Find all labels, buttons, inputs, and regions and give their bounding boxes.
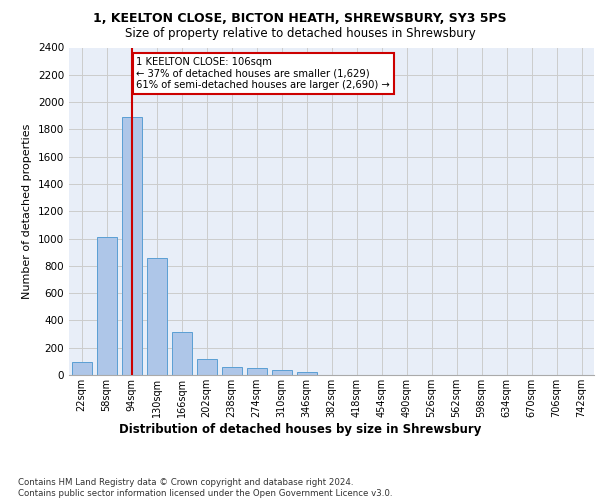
Bar [296, 372, 317, 375]
Bar [97, 237, 116, 375]
Bar [197, 360, 217, 375]
Text: Size of property relative to detached houses in Shrewsbury: Size of property relative to detached ho… [125, 28, 475, 40]
Bar [221, 367, 241, 375]
Text: 1 KEELTON CLOSE: 106sqm
← 37% of detached houses are smaller (1,629)
61% of semi: 1 KEELTON CLOSE: 106sqm ← 37% of detache… [137, 57, 390, 90]
Text: Distribution of detached houses by size in Shrewsbury: Distribution of detached houses by size … [119, 422, 481, 436]
Bar [172, 332, 191, 375]
Y-axis label: Number of detached properties: Number of detached properties [22, 124, 32, 299]
Bar [71, 362, 91, 375]
Bar [121, 117, 142, 375]
Bar [247, 368, 266, 375]
Bar [271, 370, 292, 375]
Text: Contains HM Land Registry data © Crown copyright and database right 2024.
Contai: Contains HM Land Registry data © Crown c… [18, 478, 392, 498]
Bar [146, 258, 167, 375]
Text: 1, KEELTON CLOSE, BICTON HEATH, SHREWSBURY, SY3 5PS: 1, KEELTON CLOSE, BICTON HEATH, SHREWSBU… [93, 12, 507, 26]
